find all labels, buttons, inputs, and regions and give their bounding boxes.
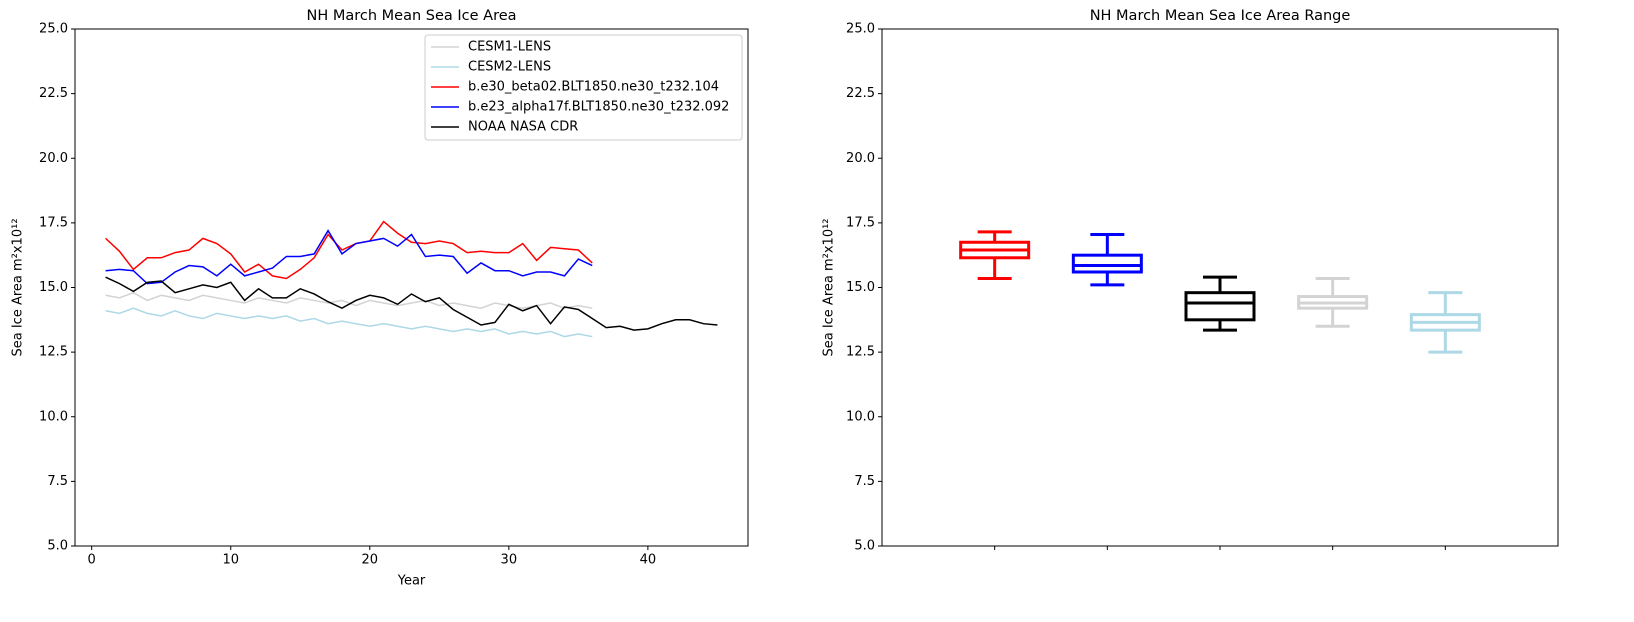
y-tick-label: 15.0 <box>39 280 68 295</box>
x-tick-label: 30 <box>501 553 518 568</box>
y-tick-label: 22.5 <box>39 86 68 101</box>
plot-frame <box>74 28 749 547</box>
legend-label: CESM1-LENS <box>468 40 551 55</box>
y-tick-label: 12.5 <box>846 345 875 360</box>
legend: CESM1-LENS CESM2-LENS b.e30_beta02.BLT1850… <box>424 34 743 141</box>
y-tick-label: 10.0 <box>846 409 875 424</box>
box <box>1184 291 1256 322</box>
y-tick-label: 20.0 <box>846 151 875 166</box>
series-line <box>105 229 593 285</box>
y-axis-label: Sea Ice Area m²x10¹² <box>822 218 837 356</box>
series-line <box>105 307 593 338</box>
x-tick-label: 0 <box>88 553 96 568</box>
x-tick-label: 10 <box>222 553 239 568</box>
y-tick-label: 25.0 <box>39 22 68 37</box>
y-tick-label: 7.5 <box>47 474 68 489</box>
y-tick-label: 12.5 <box>39 345 68 360</box>
y-tick-label: 15.0 <box>846 280 875 295</box>
y-tick-label: 7.5 <box>854 474 875 489</box>
y-tick-label: 22.5 <box>846 86 875 101</box>
legend-label: b.e23_alpha17f.BLT1850.ne30_t232.092 <box>468 100 729 115</box>
x-tick-label: 40 <box>640 553 657 568</box>
y-tick-label: 5.0 <box>47 539 68 554</box>
y-axis-label: Sea Ice Area m²x10¹² <box>11 218 26 356</box>
chart-title: NH March Mean Sea Ice Area Range <box>1090 8 1351 24</box>
legend-label: b.e30_beta02.BLT1850.ne30_t232.104 <box>468 80 719 95</box>
y-tick-label: 20.0 <box>39 151 68 166</box>
legend-label: NOAA NASA CDR <box>468 120 578 135</box>
legend-frame <box>424 34 743 141</box>
box <box>1071 253 1143 274</box>
y-tick-label: 17.5 <box>39 215 68 230</box>
y-tick-label: 17.5 <box>846 215 875 230</box>
series-line <box>105 220 593 280</box>
series-line <box>105 276 718 331</box>
y-tick-label: 10.0 <box>39 409 68 424</box>
chart-title: NH March Mean Sea Ice Area <box>306 8 516 24</box>
y-tick-label: 25.0 <box>846 22 875 37</box>
legend-label: CESM2-LENS <box>468 60 551 75</box>
x-tick-label: 20 <box>362 553 379 568</box>
y-tick-label: 5.0 <box>854 539 875 554</box>
x-axis-label: Year <box>397 574 426 589</box>
series-line <box>105 291 593 309</box>
